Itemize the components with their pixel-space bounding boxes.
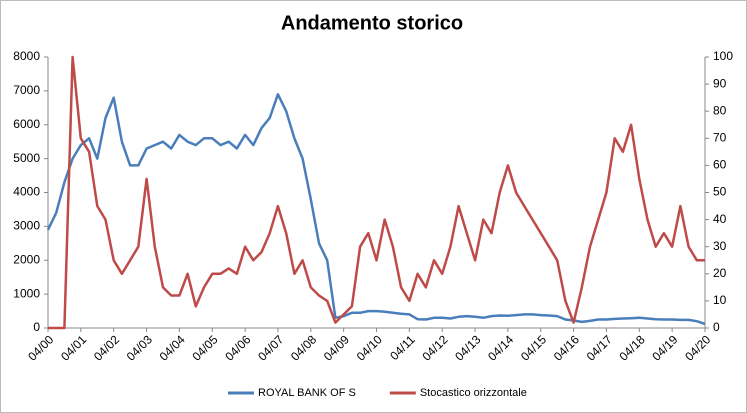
data-line bbox=[48, 55, 705, 330]
y2-tick-label: 100 bbox=[713, 49, 733, 63]
y2-tick-label: 0 bbox=[713, 320, 720, 334]
y-tick-label: 3000 bbox=[13, 219, 40, 233]
chart-title: Andamento storico bbox=[281, 12, 463, 34]
y2-tick-label: 40 bbox=[713, 212, 727, 226]
y-tick-label: 6000 bbox=[13, 117, 40, 131]
y2-tick-label: 60 bbox=[713, 158, 727, 172]
y2-tick-label: 20 bbox=[713, 266, 727, 280]
y2-tick-label: 10 bbox=[713, 293, 727, 307]
y2-tick-label: 50 bbox=[713, 185, 727, 199]
y2-tick-label: 30 bbox=[713, 239, 727, 253]
y2-tick-label: 90 bbox=[713, 76, 727, 90]
legend-label: Stocastico orizzontale bbox=[420, 387, 527, 399]
y-tick-label: 5000 bbox=[13, 151, 40, 165]
y-tick-label: 2000 bbox=[13, 252, 40, 266]
y-tick-label: 8000 bbox=[13, 49, 40, 63]
y2-tick-label: 80 bbox=[713, 103, 727, 117]
y-tick-label: 4000 bbox=[13, 185, 40, 199]
y-tick-label: 1000 bbox=[13, 286, 40, 300]
y-tick-label: 0 bbox=[33, 320, 40, 334]
y2-tick-label: 70 bbox=[713, 130, 727, 144]
legend-label: ROYAL BANK OF S bbox=[258, 387, 356, 399]
y-tick-label: 7000 bbox=[13, 83, 40, 97]
data-line bbox=[46, 93, 706, 326]
